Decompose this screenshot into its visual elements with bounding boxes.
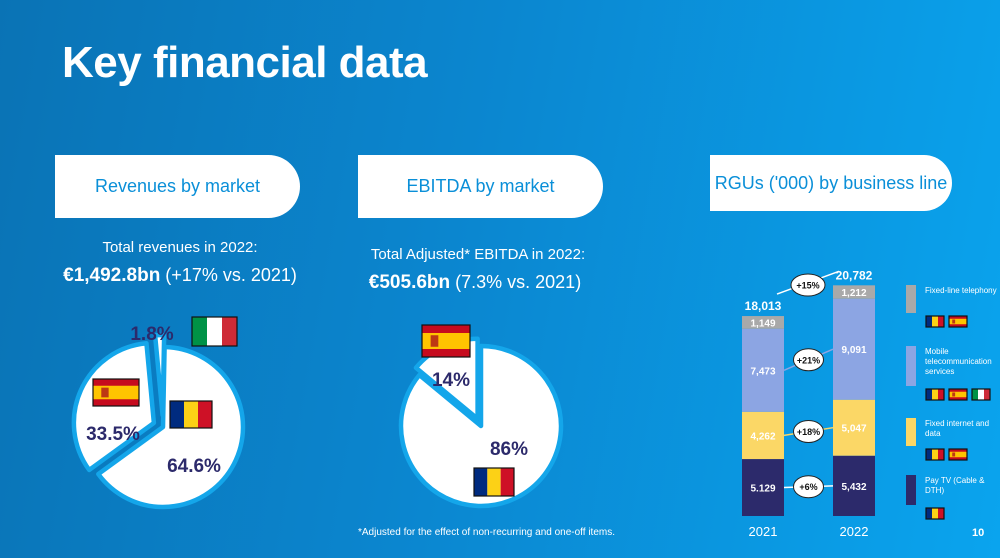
legend-swatch bbox=[906, 346, 916, 386]
bar-value-label: 5.129 bbox=[750, 484, 775, 495]
revenues-subtitle: Total revenues in 2022: bbox=[102, 239, 258, 256]
spain-flag-icon bbox=[92, 378, 140, 407]
bar-value-label: 9,091 bbox=[841, 345, 866, 356]
growth-label: +6% bbox=[799, 482, 817, 492]
footnote: *Adjusted for the effect of non-recurrin… bbox=[358, 527, 616, 538]
bar-value-label: 5,047 bbox=[841, 424, 866, 435]
rgus-stacked-bar-chart: 5.129 4,262 7,473 1,149 18,013 2021 5,432 5,047… bbox=[742, 268, 875, 539]
italy-flag-icon bbox=[191, 316, 238, 347]
legend-swatch bbox=[906, 418, 916, 446]
growth-label: +18% bbox=[797, 427, 820, 437]
revenues-total: €1,492.8bn (+17% vs. 2021) bbox=[45, 265, 315, 287]
romania-flag-icon bbox=[169, 400, 213, 429]
romania-flag-icon bbox=[925, 448, 945, 461]
bar-segment bbox=[742, 316, 784, 329]
legend-flags bbox=[925, 448, 968, 461]
legend-swatch bbox=[906, 285, 916, 313]
ebitda-change: (7.3% vs. 2021) bbox=[450, 272, 582, 292]
bar-total-label: 20,782 bbox=[836, 268, 873, 282]
page-title: Key financial data bbox=[62, 38, 428, 87]
total-growth-label: +15% bbox=[796, 281, 819, 291]
bar-segment bbox=[742, 411, 784, 460]
spain-flag-icon bbox=[948, 315, 968, 328]
growth-bubble bbox=[793, 348, 824, 372]
spain-flag-icon bbox=[948, 448, 968, 461]
romania-flag-icon bbox=[925, 315, 945, 328]
revenues-header-label: Revenues by market bbox=[94, 176, 261, 196]
bar-value-label: 5,432 bbox=[841, 482, 866, 493]
category-label: 2021 bbox=[749, 524, 778, 539]
ebitda-header-label: EBITDA by market bbox=[406, 176, 555, 196]
growth-label: +21% bbox=[797, 355, 820, 365]
legend-label: Fixed-line telephony bbox=[925, 286, 997, 295]
bar-total-label: 18,013 bbox=[745, 299, 782, 313]
pie-slice bbox=[152, 332, 167, 418]
bar-segment bbox=[742, 459, 784, 516]
slice-label: 33.5% bbox=[86, 424, 140, 445]
legend-flags bbox=[925, 388, 991, 401]
romania-flag-icon bbox=[925, 388, 945, 401]
ebitda-subtitle: Total Adjusted* EBITDA in 2022: bbox=[370, 246, 586, 263]
ebitda-header: EBITDA by market bbox=[358, 155, 603, 218]
bar-segment bbox=[833, 399, 875, 456]
legend-label: Fixed internet and data bbox=[925, 419, 990, 438]
slice-label: 64.6% bbox=[167, 456, 221, 477]
legend-flags bbox=[925, 507, 945, 520]
revenues-change: (+17% vs. 2021) bbox=[160, 265, 297, 285]
spain-flag-icon bbox=[421, 324, 471, 358]
revenues-header: Revenues by market bbox=[55, 155, 300, 218]
spain-flag-icon bbox=[948, 388, 968, 401]
rgus-header-label: RGUs ('000) by business line bbox=[714, 172, 948, 193]
pie-slice bbox=[398, 343, 564, 509]
legend-label: Mobile telecommunication services bbox=[925, 347, 992, 376]
growth-bubble bbox=[793, 475, 824, 499]
legend-label: Pay TV (Cable & DTH) bbox=[925, 476, 985, 495]
slice-label: 86% bbox=[490, 439, 528, 460]
romania-flag-icon bbox=[473, 467, 515, 497]
category-label: 2022 bbox=[840, 524, 869, 539]
revenues-amount: €1,492.8bn bbox=[63, 265, 161, 286]
bar-segment bbox=[833, 298, 875, 400]
bar-segment bbox=[833, 285, 875, 299]
ebitda-pie-chart: 86% 14% bbox=[398, 324, 564, 509]
page-number: 10 bbox=[972, 527, 985, 539]
bar-value-label: 7,473 bbox=[750, 366, 775, 377]
pie-slice bbox=[71, 340, 157, 473]
revenues-pie-chart: 64.6% 33.5% 1.8% bbox=[71, 316, 246, 510]
bar-segment bbox=[833, 455, 875, 516]
ebitda-amount: €505.6bn bbox=[368, 272, 451, 293]
ebitda-total: €505.6bn (7.3% vs. 2021) bbox=[340, 272, 610, 294]
italy-flag-icon bbox=[971, 388, 991, 401]
romania-flag-icon bbox=[925, 507, 945, 520]
total-growth-bubble bbox=[790, 273, 826, 297]
legend-flags bbox=[925, 315, 968, 328]
slice-label: 14% bbox=[432, 370, 470, 391]
bar-value-label: 1,149 bbox=[750, 318, 775, 329]
bar-segment bbox=[742, 328, 784, 412]
rgus-header: RGUs ('000) by business line bbox=[710, 155, 952, 211]
growth-bubble bbox=[793, 420, 824, 444]
bar-value-label: 1,212 bbox=[841, 288, 866, 299]
bar-value-label: 4,262 bbox=[750, 431, 775, 442]
slice-label: 1.8% bbox=[130, 324, 173, 345]
legend-swatch bbox=[906, 475, 916, 505]
